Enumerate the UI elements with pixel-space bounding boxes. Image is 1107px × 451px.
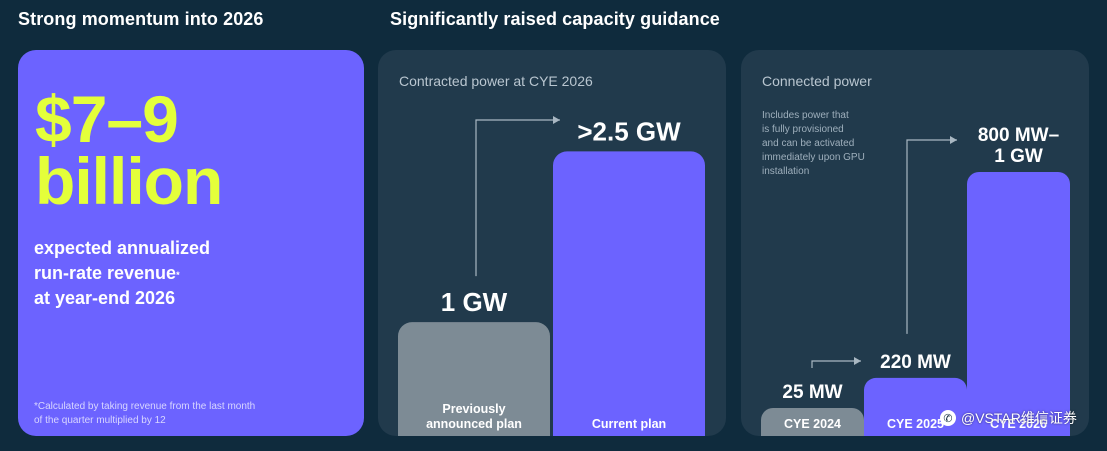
- left-section-title: Strong momentum into 2026: [18, 9, 264, 29]
- category-label-1: Current plan: [592, 417, 666, 431]
- bar-value-label-1: 220 MW: [880, 352, 951, 373]
- watermark: ✆ @VSTAR维信证券: [940, 408, 1077, 428]
- growth-arrow-2: [906, 139, 957, 334]
- bar-value-label-2: 800 MW–: [978, 125, 1059, 146]
- connected-power-note: Includes power that is fully provisioned a…: [762, 109, 912, 179]
- category-label-0: CYE 2024: [784, 417, 841, 431]
- bar-0: [398, 322, 550, 436]
- revenue-desc-line2-text: run-rate revenue: [34, 263, 177, 283]
- wechat-icon: ✆: [940, 410, 956, 426]
- category-label-0: Previously: [442, 402, 505, 416]
- contracted-power-panel: Contracted power at CYE 2026 1 GW Previou…: [378, 50, 726, 436]
- revenue-big-value: $7–9 billion: [35, 82, 223, 218]
- right-section-title: Significantly raised capacity guidance: [390, 9, 720, 29]
- connected-note-line: Includes power that: [762, 110, 849, 121]
- bar-value-label-0: 1 GW: [441, 287, 508, 317]
- category-label-1: CYE 2025: [887, 417, 944, 431]
- revenue-value-line1: $7–9: [35, 82, 179, 156]
- growth-arrow-1-head: [854, 357, 861, 365]
- connected-power-title: Connected power: [762, 73, 872, 89]
- revenue-desc-line1: expected annualized: [34, 238, 211, 258]
- connected-power-chart: 25 MW CYE 2024 220 MW CYE 2025 800 MW–1 GW CY…: [761, 125, 1070, 436]
- connected-note-line: installation: [762, 166, 810, 177]
- growth-arrow-head: [553, 116, 560, 124]
- watermark-text: @VSTAR维信证券: [961, 410, 1077, 426]
- category-label-0: announced plan: [426, 417, 522, 431]
- revenue-description: expected annualized run-rate revenue* at…: [34, 236, 334, 311]
- bar-value-label-0: 25 MW: [782, 382, 842, 403]
- bar-1: [553, 151, 705, 436]
- bar-0: [761, 408, 864, 436]
- footnote-line2: of the quarter multiplied by 12: [34, 415, 166, 426]
- connected-note-line: and can be activated: [762, 138, 855, 149]
- growth-arrow-1: [811, 360, 861, 368]
- revenue-card: $7–9 billion expected annualized run-rat…: [18, 50, 364, 436]
- bar-value-label-1: >2.5 GW: [577, 116, 681, 146]
- contracted-power-title: Contracted power at CYE 2026: [399, 73, 593, 89]
- growth-arrow-2-head: [950, 136, 957, 144]
- connected-note-line: immediately upon GPU: [762, 152, 865, 163]
- category-label-2: CYE 2026: [990, 417, 1047, 431]
- connected-note-line: is fully provisioned: [762, 124, 844, 135]
- connected-power-panel: Connected power Includes power that is fu…: [741, 50, 1089, 436]
- footnote-line1: *Calculated by taking revenue from the l…: [34, 401, 256, 412]
- growth-arrow: [475, 119, 560, 277]
- footnote-marker: *: [176, 270, 180, 280]
- revenue-desc-line2: run-rate revenue*: [34, 261, 334, 286]
- revenue-value-line2: billion: [35, 144, 223, 218]
- bar-value-label-2: 1 GW: [994, 146, 1043, 167]
- revenue-desc-line3: at year-end 2026: [34, 288, 176, 308]
- bar-2: [967, 172, 1070, 436]
- revenue-footnote: *Calculated by taking revenue from the l…: [34, 400, 324, 428]
